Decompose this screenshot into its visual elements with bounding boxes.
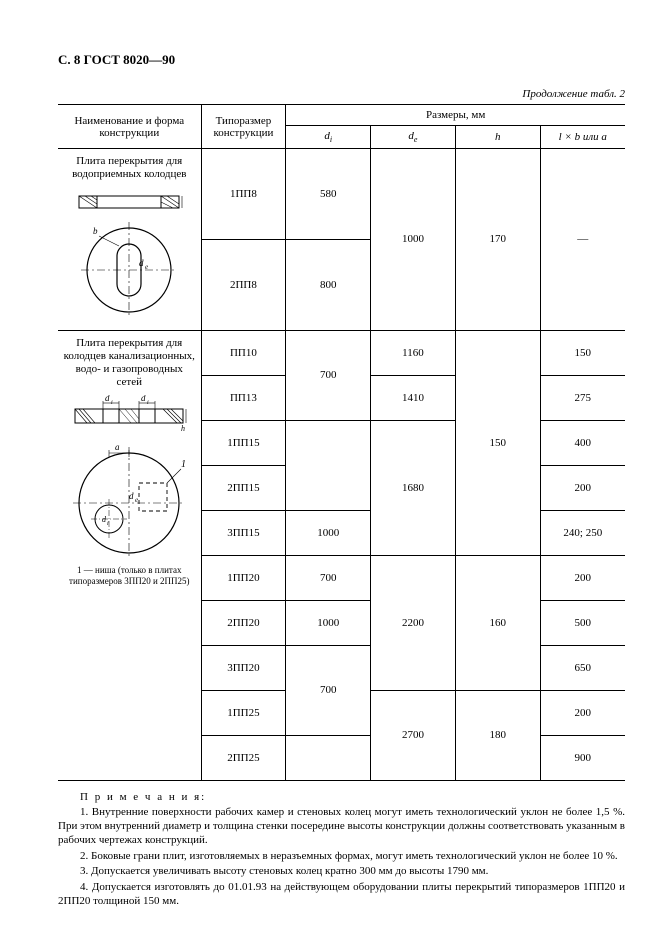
- svg-text:d: d: [139, 258, 144, 268]
- diagram-side-1: [74, 188, 184, 216]
- cell-lba: 275: [540, 375, 625, 420]
- diagram-plan-2: di de a 1: [69, 439, 189, 559]
- cell-de: 2700: [371, 690, 456, 780]
- cell-type: 3ПП15: [201, 510, 286, 555]
- main-table: Наименование и форма конструкции Типораз…: [58, 104, 625, 781]
- cell-di: [286, 420, 371, 510]
- cell-de: 2200: [371, 555, 456, 690]
- cell-h: 160: [455, 555, 540, 690]
- cell-di: 700: [286, 555, 371, 600]
- cell-type: ПП13: [201, 375, 286, 420]
- cell-de: 1410: [371, 375, 456, 420]
- cell-type: 2ПП25: [201, 735, 286, 780]
- note-4: 4. Допускается изготовлять до 01.01.93 н…: [58, 881, 625, 909]
- svg-text:e: e: [145, 263, 148, 271]
- header-de: de: [371, 126, 456, 149]
- svg-text:a: a: [115, 442, 120, 452]
- cell-type: 2ПП20: [201, 600, 286, 645]
- cell-h: 150: [455, 330, 540, 555]
- cell-di: [286, 735, 371, 780]
- cell-type: 1ПП8: [201, 149, 286, 240]
- construction-note-2: 1 — ниша (только в плитах типоразмеров 3…: [62, 565, 197, 586]
- table-continuation-caption: Продолжение табл. 2: [58, 88, 625, 100]
- construction-cell-2: Плита перекрытия для колодцев канализаци…: [58, 330, 201, 780]
- cell-lba: 900: [540, 735, 625, 780]
- svg-text:d: d: [129, 491, 134, 501]
- cell-de: 1680: [371, 420, 456, 555]
- table-row: Плита перекрытия для колодцев канализаци…: [58, 330, 625, 375]
- cell-di: 700: [286, 645, 371, 735]
- header-lba: l × b или a: [540, 126, 625, 149]
- cell-lba: —: [540, 149, 625, 330]
- cell-lba: 200: [540, 555, 625, 600]
- cell-de: 1160: [371, 330, 456, 375]
- notes-title: П р и м е ч а н и я:: [58, 791, 625, 805]
- cell-di: 1000: [286, 510, 371, 555]
- page-header: С. 8 ГОСТ 8020—90: [58, 52, 625, 68]
- cell-di: 700: [286, 330, 371, 420]
- header-h: h: [455, 126, 540, 149]
- header-typesize: Типоразмер конструкции: [201, 105, 286, 149]
- note-3: 3. Допускается увеличивать высоту стенов…: [58, 865, 625, 879]
- table-header-row-1: Наименование и форма конструкции Типораз…: [58, 105, 625, 126]
- note-2: 2. Боковые грани плит, изготовляемых в н…: [58, 850, 625, 864]
- cell-type: ПП10: [201, 330, 286, 375]
- cell-type: 3ПП20: [201, 645, 286, 690]
- construction-title-1: Плита перекрытия для водоприемных колодц…: [62, 155, 197, 181]
- svg-text:b: b: [93, 226, 98, 236]
- cell-lba: 400: [540, 420, 625, 465]
- cell-di: 1000: [286, 600, 371, 645]
- cell-lba: 650: [540, 645, 625, 690]
- diagram-plan-1: de b: [79, 220, 179, 320]
- table-row: Плита перекрытия для водоприемных колодц…: [58, 149, 625, 240]
- header-sizes: Размеры, мм: [286, 105, 625, 126]
- cell-type: 1ПП15: [201, 420, 286, 465]
- svg-text:d: d: [105, 395, 110, 403]
- construction-title-2: Плита перекрытия для колодцев канализаци…: [62, 337, 197, 390]
- cell-de: 1000: [371, 149, 456, 330]
- cell-lba: 500: [540, 600, 625, 645]
- cell-lba: 200: [540, 690, 625, 735]
- construction-cell-1: Плита перекрытия для водоприемных колодц…: [58, 149, 201, 330]
- cell-lba: 200: [540, 465, 625, 510]
- svg-text:h: h: [181, 424, 185, 433]
- cell-di: 800: [286, 239, 371, 330]
- cell-type: 1ПП25: [201, 690, 286, 735]
- cell-lba: 150: [540, 330, 625, 375]
- svg-text:d: d: [141, 395, 146, 403]
- header-di: di: [286, 126, 371, 149]
- svg-text:1: 1: [181, 459, 186, 470]
- header-name-form: Наименование и форма конструкции: [58, 105, 201, 149]
- cell-type: 2ПП8: [201, 239, 286, 330]
- cell-lba: 240; 250: [540, 510, 625, 555]
- cell-type: 1ПП20: [201, 555, 286, 600]
- cell-di: 580: [286, 149, 371, 240]
- svg-text:i: i: [107, 521, 109, 527]
- cell-h: 170: [455, 149, 540, 330]
- note-1: 1. Внутренние поверхности рабочих камер …: [58, 806, 625, 847]
- page: С. 8 ГОСТ 8020—90 Продолжение табл. 2 На…: [0, 0, 661, 936]
- diagram-side-2: di di h: [69, 395, 189, 435]
- notes-block: П р и м е ч а н и я: 1. Внутренние повер…: [58, 791, 625, 909]
- cell-type: 2ПП15: [201, 465, 286, 510]
- cell-h: 180: [455, 690, 540, 780]
